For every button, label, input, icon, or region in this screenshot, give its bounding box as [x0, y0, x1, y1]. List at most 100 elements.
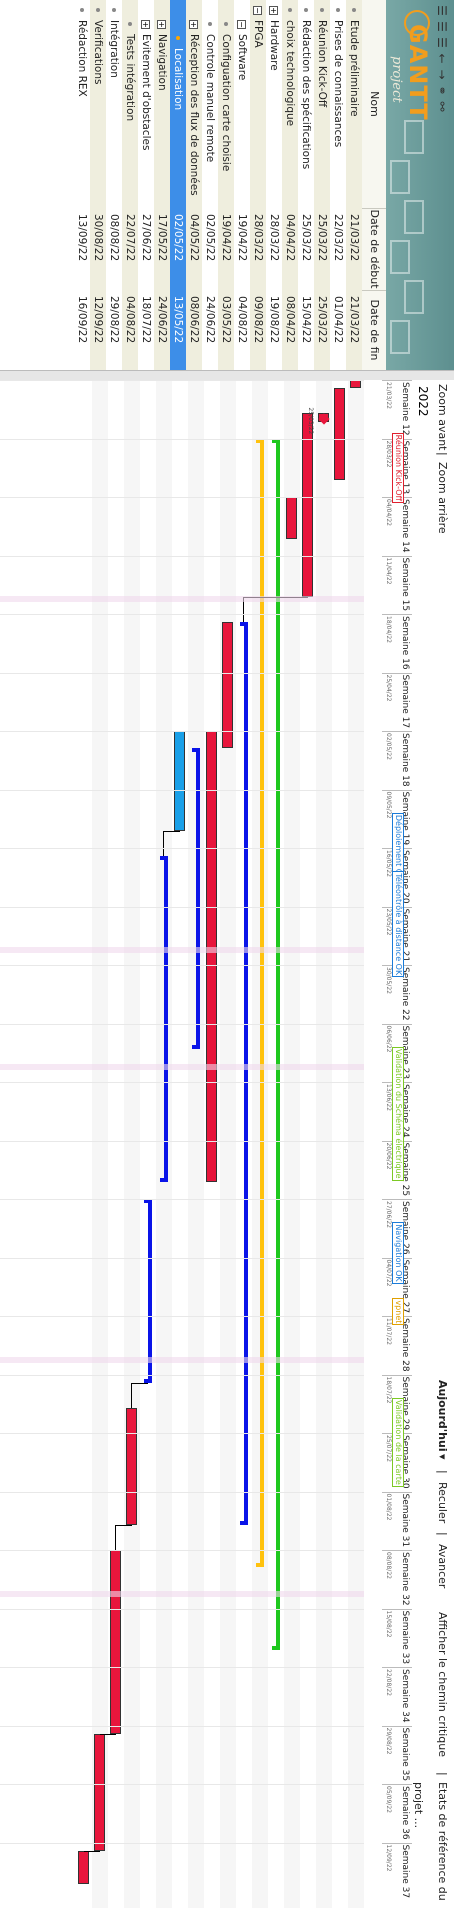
collapse-icon[interactable]: −: [253, 6, 262, 15]
task-start-date: 28/03/22: [252, 214, 264, 262]
expand-icon[interactable]: +: [157, 20, 166, 29]
milestone-tag[interactable]: Réunion Kick-Off: [392, 432, 404, 504]
grid-line: [0, 1550, 364, 1551]
task-bar[interactable]: [94, 1733, 105, 1851]
link-icon[interactable]: ⚭: [435, 85, 449, 96]
task-row[interactable]: + Evitement d'obstacles 27/06/22 18/07/22: [138, 0, 154, 370]
milestone-tag[interactable]: Validation du Schéma électrique: [392, 1046, 404, 1181]
task-row[interactable]: + Réception des flux de données 04/05/22 08…: [186, 0, 202, 370]
week-date-label: 11/07/22: [385, 1318, 392, 1345]
summary-bar[interactable]: [244, 622, 248, 1525]
task-row[interactable]: Rédaction des spécifications 25/03/22 15/0…: [298, 0, 314, 370]
hex-decoration: [390, 160, 410, 194]
task-bar[interactable]: [126, 1407, 137, 1525]
task-row[interactable]: Controle manuel remote 02/05/22 24/06/22: [202, 0, 218, 370]
forward-link[interactable]: Avancer: [436, 1544, 449, 1589]
task-name: Réception des flux de données: [188, 34, 200, 196]
week-divider: [382, 1608, 412, 1610]
task-name: Intégration: [108, 20, 120, 78]
summary-bar[interactable]: [196, 747, 200, 1049]
undo-icon[interactable]: ☰: [435, 37, 449, 48]
task-name: choix technologique: [284, 20, 296, 127]
column-header-end[interactable]: Date de fin: [368, 299, 381, 361]
summary-bar[interactable]: [148, 1199, 152, 1383]
critical-path-link[interactable]: Afficher le chemin critique: [436, 1612, 449, 1758]
dependency-link: [84, 1850, 100, 1852]
grid-line: [0, 1842, 364, 1844]
task-tree: Etude préliminaire 21/03/22 21/03/22 Prises…: [0, 0, 362, 370]
expand-icon[interactable]: +: [269, 6, 278, 15]
expand-icon[interactable]: +: [189, 20, 198, 29]
task-row[interactable]: + Navigation 17/05/22 24/06/22: [154, 0, 170, 370]
task-row[interactable]: Etude préliminaire 21/03/22 21/03/22: [346, 0, 362, 370]
grid-line: [0, 1082, 364, 1083]
milestone-tag[interactable]: Téléontrôle à distance OK: [392, 871, 404, 978]
grid-line: [0, 731, 364, 732]
task-row[interactable]: Tests intégration 22/07/22 04/08/22: [122, 0, 138, 370]
task-row[interactable]: Rédaction REX 13/09/22 16/09/22: [74, 0, 90, 370]
task-row[interactable]: Verifications 30/08/22 12/09/22: [90, 0, 106, 370]
task-bar[interactable]: [334, 388, 345, 481]
task-bar[interactable]: [206, 731, 217, 1183]
task-row[interactable]: Réunion Kick-Off 25/03/22 25/03/22: [314, 0, 330, 370]
milestone-tag[interactable]: Validation de la carte: [392, 1397, 404, 1487]
task-row[interactable]: Prises de connaissances 22/03/22 01/04/22: [330, 0, 346, 370]
grid-line: [0, 672, 364, 674]
task-bar[interactable]: [110, 1550, 121, 1734]
task-bar[interactable]: [174, 731, 185, 832]
week-date-label: 11/04/22: [385, 557, 392, 585]
task-bullet-icon: [304, 8, 308, 12]
task-bar[interactable]: [302, 413, 313, 598]
task-end-date: 24/06/22: [204, 296, 216, 344]
today-dropdown-icon[interactable]: ▾: [436, 1454, 449, 1460]
week-date-label: 21/03/22: [385, 382, 392, 409]
grid-line: [0, 1374, 364, 1376]
zoom-in-link[interactable]: Zoom avant: [436, 384, 449, 451]
task-row[interactable]: Configuation carte choisie 19/04/22 03/05/…: [218, 0, 234, 370]
today-button[interactable]: Aujourd'hui: [436, 1380, 449, 1452]
back-link[interactable]: Reculer: [436, 1482, 449, 1524]
task-row[interactable]: − FPGA 28/03/22 09/08/22: [250, 0, 266, 370]
week-date-label: 09/05/22: [385, 791, 392, 819]
app-toolbar: GANTT project ☰ ☰ ☰ ← → ⚭ ⚯: [386, 0, 454, 370]
summary-bar[interactable]: [276, 438, 280, 1651]
milestone-tag[interactable]: Navigation OK: [392, 1222, 404, 1284]
summary-bar[interactable]: [164, 856, 168, 1183]
task-row[interactable]: − Software 19/04/22 04/08/22: [234, 0, 250, 370]
column-header-start[interactable]: Date de début: [362, 208, 386, 291]
save-icon[interactable]: ☰: [435, 5, 449, 16]
zoom-out-link[interactable]: Zoom arrière: [436, 462, 449, 534]
summary-bar[interactable]: [260, 438, 264, 1567]
week-date-label: 16/05/22: [385, 850, 392, 877]
back-arrow-icon[interactable]: ←: [435, 53, 449, 64]
task-row[interactable]: choix technologique 04/04/22 08/04/22: [282, 0, 298, 370]
collapse-icon[interactable]: −: [237, 20, 246, 29]
week-date-label: 20/06/22: [385, 1142, 392, 1170]
task-row[interactable]: + Hardware 28/03/22 19/08/22: [266, 0, 282, 370]
expand-icon[interactable]: +: [141, 20, 150, 29]
unlink-icon[interactable]: ⚯: [435, 101, 449, 112]
separator: |: [436, 1532, 449, 1536]
task-bar[interactable]: [222, 622, 233, 748]
dependency-link: [164, 831, 180, 833]
cut-icon[interactable]: ☰: [435, 21, 449, 32]
week-date-label: 04/07/22: [385, 1259, 392, 1287]
forward-arrow-icon[interactable]: →: [435, 69, 449, 80]
task-name: Tests intégration: [124, 34, 136, 122]
week-label: Semaine 34: [400, 1669, 410, 1723]
week-divider: [382, 1374, 412, 1376]
week-date-label: 27/06/22: [385, 1201, 392, 1228]
task-bar[interactable]: [78, 1850, 89, 1885]
task-bar[interactable]: [350, 380, 361, 389]
task-row[interactable]: Intégration 08/08/22 29/08/22: [106, 0, 122, 370]
week-divider: [382, 1491, 412, 1493]
task-name: Configuation carte choisie: [220, 34, 232, 172]
task-bar[interactable]: [286, 497, 297, 539]
column-header-name[interactable]: Nom: [362, 0, 386, 209]
grid-line: [0, 1667, 364, 1668]
milestone-tag[interactable]: vpnet: [392, 1298, 404, 1326]
hex-decoration: [404, 200, 424, 234]
task-end-date: 03/05/22: [220, 296, 232, 344]
task-row[interactable]: Localisation 02/05/22 13/05/22: [170, 0, 186, 370]
